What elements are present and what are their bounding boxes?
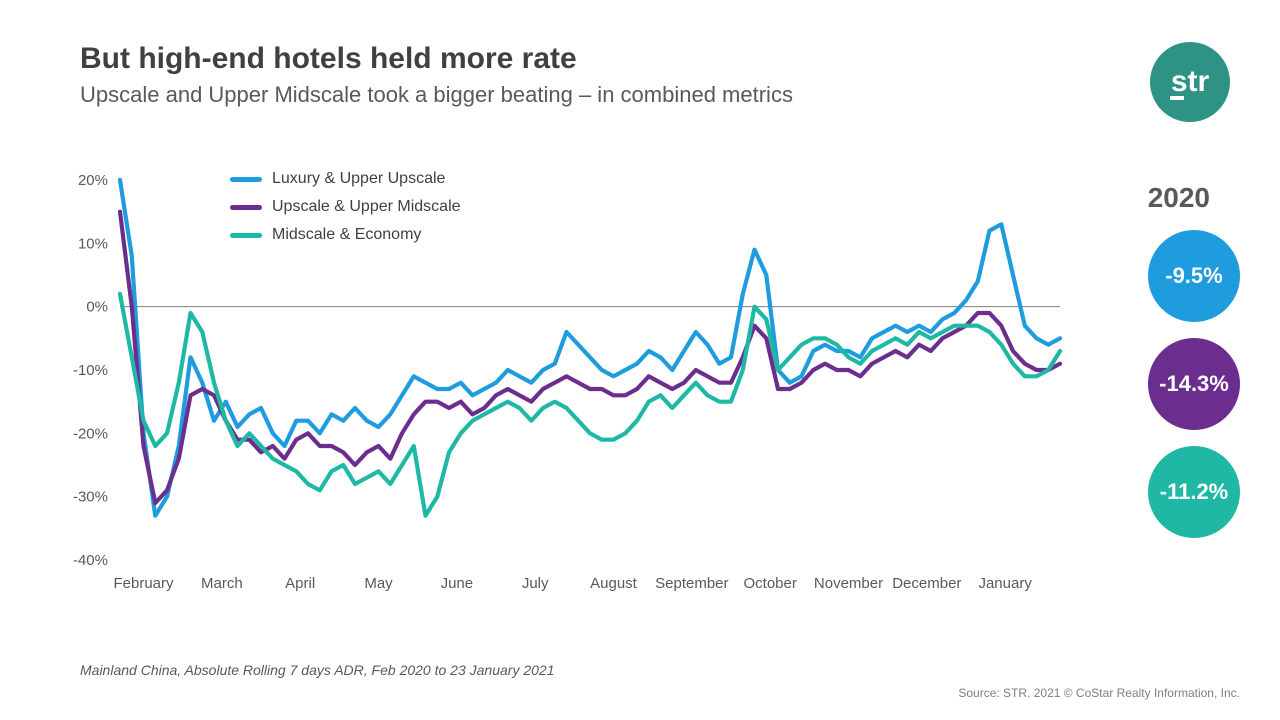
- footnote-right: Source: STR. 2021 © CoStar Realty Inform…: [958, 686, 1240, 700]
- svg-text:March: March: [201, 575, 243, 592]
- header: But high-end hotels held more rate Upsca…: [0, 0, 1280, 108]
- svg-text:November: November: [814, 575, 883, 592]
- value-circles: -9.5% -14.3% -11.2%: [1148, 230, 1240, 538]
- value-circle: -11.2%: [1148, 446, 1240, 538]
- legend-label: Midscale & Economy: [272, 226, 421, 244]
- svg-text:December: December: [892, 575, 961, 592]
- svg-text:0%: 0%: [86, 299, 108, 316]
- svg-text:20%: 20%: [78, 172, 108, 189]
- value-circle: -9.5%: [1148, 230, 1240, 322]
- legend-swatch: [230, 205, 262, 210]
- svg-text:May: May: [364, 575, 393, 592]
- svg-text:-40%: -40%: [73, 552, 108, 569]
- footnote-left: Mainland China, Absolute Rolling 7 days …: [80, 662, 554, 678]
- line-chart: 20% 10% 0% -10% -20% -30% -40% February March Apr…: [50, 170, 1075, 610]
- page-title: But high-end hotels held more rate: [80, 42, 1200, 76]
- logo-underline: [1170, 96, 1184, 100]
- legend-swatch: [230, 177, 262, 182]
- svg-text:-20%: -20%: [73, 425, 108, 442]
- logo-text: str: [1171, 65, 1209, 99]
- svg-text:October: October: [743, 575, 796, 592]
- svg-text:September: September: [655, 575, 728, 592]
- legend-item: Luxury & Upper Upscale: [230, 170, 461, 188]
- legend-item: Upscale & Upper Midscale: [230, 198, 461, 216]
- svg-text:-30%: -30%: [73, 489, 108, 506]
- chart-legend: Luxury & Upper Upscale Upscale & Upper Mi…: [230, 170, 461, 254]
- svg-text:February: February: [113, 575, 174, 592]
- legend-label: Upscale & Upper Midscale: [272, 198, 461, 216]
- str-logo: str: [1150, 42, 1230, 122]
- svg-text:-10%: -10%: [73, 362, 108, 379]
- legend-label: Luxury & Upper Upscale: [272, 170, 445, 188]
- svg-text:August: August: [590, 575, 638, 592]
- value-circle: -14.3%: [1148, 338, 1240, 430]
- svg-text:10%: 10%: [78, 235, 108, 252]
- svg-text:July: July: [522, 575, 549, 592]
- svg-text:January: January: [978, 575, 1032, 592]
- page-subtitle: Upscale and Upper Midscale took a bigger…: [80, 82, 1200, 108]
- svg-text:June: June: [441, 575, 474, 592]
- svg-text:April: April: [285, 575, 315, 592]
- legend-swatch: [230, 233, 262, 238]
- legend-item: Midscale & Economy: [230, 226, 461, 244]
- year-label: 2020: [1148, 182, 1210, 214]
